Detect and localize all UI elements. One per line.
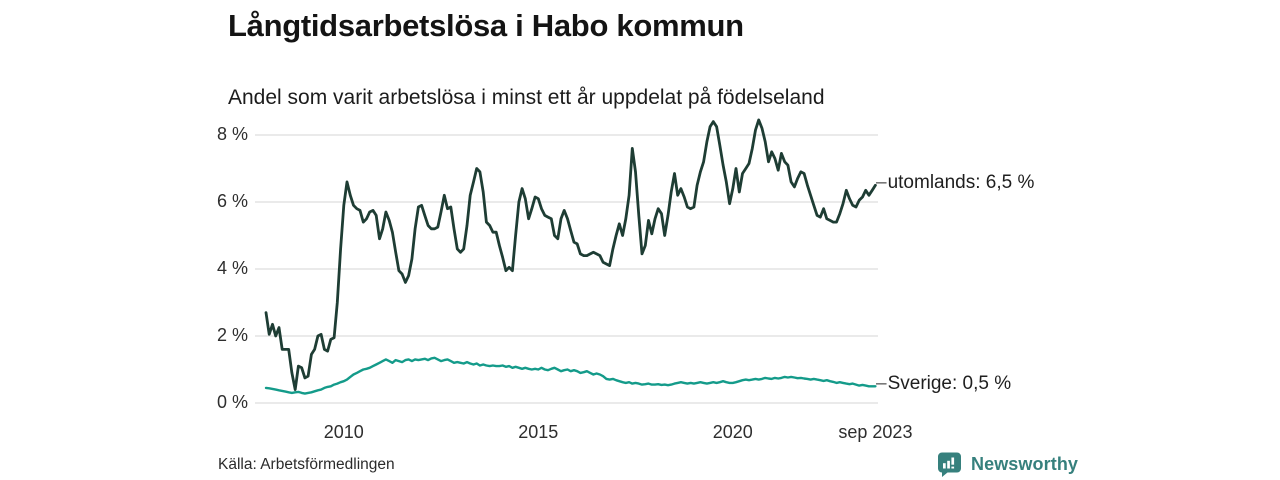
label-connector-dash: – [876, 172, 887, 194]
series-end-label-utomlands: –utomlands: 6,5 % [876, 172, 1034, 194]
x-axis-tick-label: 2015 [518, 422, 559, 442]
label-connector-dash: – [876, 373, 887, 395]
chart-title: Långtidsarbetslösa i Habo kommun [228, 8, 744, 43]
series-end-label-text: Sverige: 0,5 % [887, 373, 1012, 395]
x-axis-tick-label: 2010 [323, 422, 364, 442]
x-axis-tick-label: sep 2023 [838, 422, 913, 442]
y-axis-tick-label: 4 % [216, 258, 248, 278]
series-line-Sverige [264, 356, 877, 395]
chart-subtitle: Andel som varit arbetslösa i minst ett å… [228, 86, 825, 109]
source-credit: Källa: Arbetsförmedlingen [218, 456, 395, 473]
newsworthy-branding: Newsworthy [936, 451, 1078, 478]
series-end-label-text: utomlands: 6,5 % [887, 172, 1035, 194]
x-axis-tick-label: 2020 [712, 422, 753, 442]
y-axis-tick-label: 2 % [216, 325, 248, 345]
series-end-label-sverige: –Sverige: 0,5 % [876, 373, 1011, 395]
newsworthy-wordmark: Newsworthy [971, 454, 1079, 474]
y-axis-tick-label: 6 % [216, 191, 248, 211]
y-axis-tick-label: 0 % [216, 392, 248, 412]
y-axis-tick-label: 8 % [216, 124, 248, 144]
newsworthy-logo-icon [936, 451, 963, 478]
series-line-utomlands [264, 118, 877, 392]
